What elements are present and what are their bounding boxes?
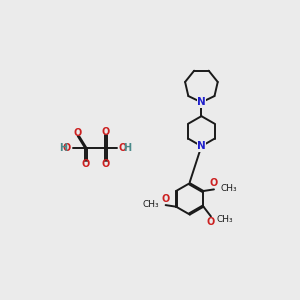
Text: CH₃: CH₃ xyxy=(220,184,237,194)
Text: N: N xyxy=(197,97,206,107)
Text: CH₃: CH₃ xyxy=(217,215,233,224)
Text: N: N xyxy=(197,141,206,151)
Text: O: O xyxy=(73,128,81,138)
Text: H: H xyxy=(59,143,68,153)
Text: O: O xyxy=(63,143,71,153)
Text: CH₃: CH₃ xyxy=(142,200,159,209)
Text: O: O xyxy=(119,143,127,153)
Text: O: O xyxy=(207,217,215,227)
Text: O: O xyxy=(161,194,170,204)
Text: O: O xyxy=(101,159,110,169)
Text: O: O xyxy=(210,178,218,188)
Text: O: O xyxy=(101,127,110,137)
Text: O: O xyxy=(82,159,90,169)
Text: H: H xyxy=(123,143,131,153)
